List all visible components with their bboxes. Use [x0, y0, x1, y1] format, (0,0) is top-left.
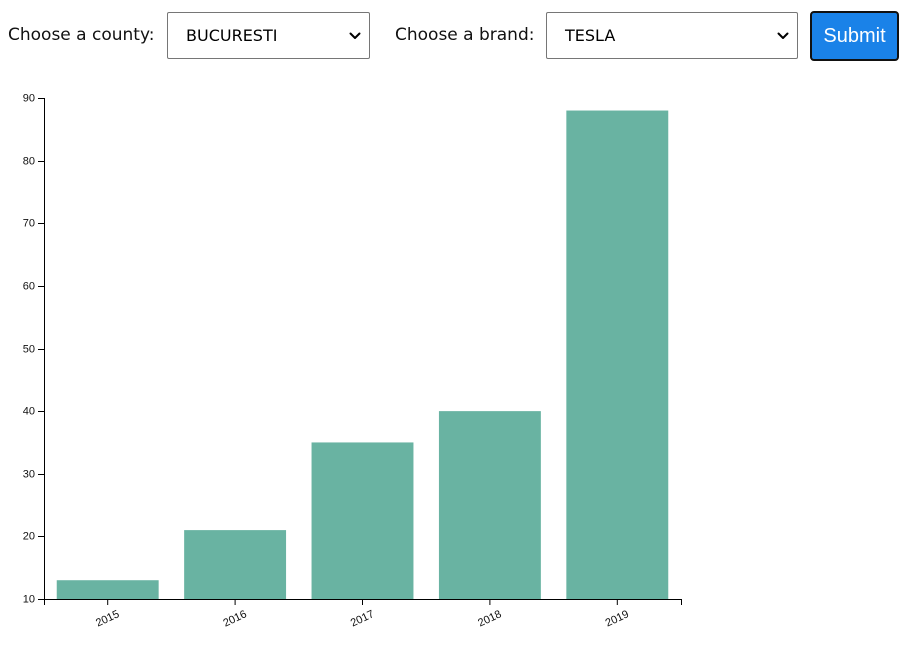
chevron-down-icon — [349, 32, 361, 39]
county-select-value: BUCURESTI — [186, 26, 278, 45]
x-tick-label: 2019 — [604, 608, 631, 629]
bar-2015 — [56, 580, 159, 599]
brand-select-value: TESLA — [565, 26, 616, 45]
y-tick-label: 10 — [23, 593, 35, 605]
chevron-down-icon — [777, 32, 789, 39]
y-tick-label: 40 — [23, 405, 35, 417]
brand-select[interactable]: TESLA — [546, 12, 798, 59]
bar-2019 — [566, 110, 669, 599]
submit-button[interactable]: Submit — [810, 11, 899, 61]
y-axis: 10 20 30 40 50 60 70 80 90 — [23, 92, 45, 605]
x-tick-label: 2015 — [94, 608, 121, 629]
bar-chart: 10 20 30 40 50 60 70 80 90 2015 2016 2017 2018 2019 — [23, 92, 682, 630]
x-tick-label: 2018 — [476, 608, 503, 629]
y-tick-label: 80 — [23, 155, 35, 167]
x-axis: 2015 2016 2017 2018 2019 — [44, 599, 682, 630]
y-tick-label: 50 — [23, 343, 35, 355]
filter-form: Choose a county: BUCURESTI Choose a bran… — [0, 0, 902, 74]
bar-2017 — [311, 442, 414, 599]
county-label: Choose a county: — [8, 25, 155, 45]
y-tick-label: 90 — [23, 92, 35, 104]
x-tick-label: 2017 — [349, 608, 376, 629]
bar-2018 — [438, 411, 541, 600]
y-tick-label: 70 — [23, 217, 35, 229]
y-tick-label: 20 — [23, 530, 35, 542]
brand-label: Choose a brand: — [395, 25, 535, 45]
bars — [56, 110, 669, 600]
county-select[interactable]: BUCURESTI — [167, 12, 370, 59]
y-tick-label: 60 — [23, 280, 35, 292]
x-tick-label: 2016 — [221, 608, 248, 629]
bar-2016 — [184, 530, 287, 599]
y-tick-label: 30 — [23, 468, 35, 480]
